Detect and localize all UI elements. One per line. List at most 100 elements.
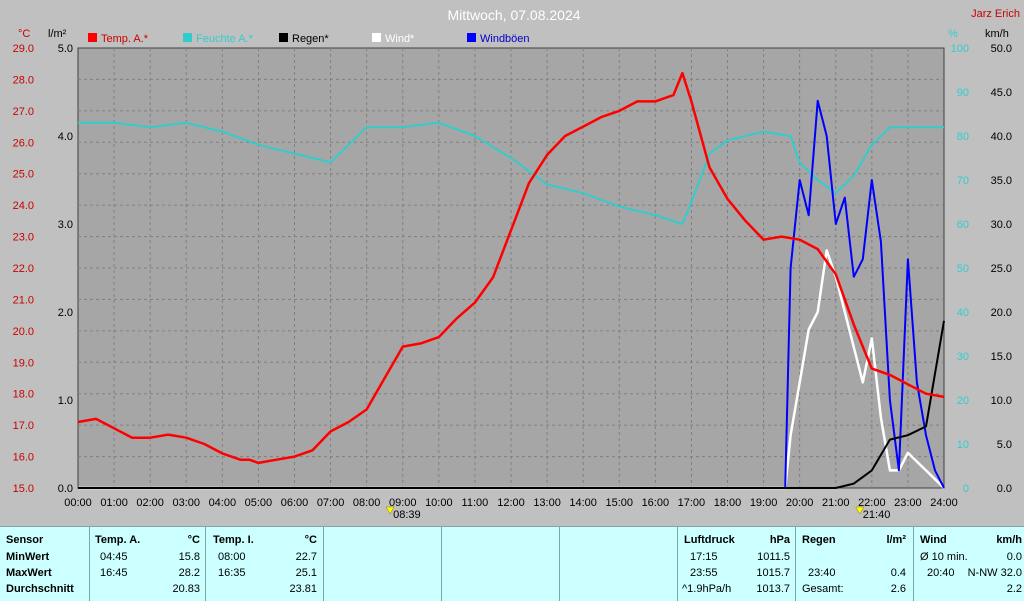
rain-tick-label: 0.0 [58, 483, 73, 495]
legend-label: Regen* [292, 33, 329, 45]
x-tick-label: 18:00 [714, 497, 742, 509]
temp-axis-unit: °C [18, 28, 30, 40]
luftdruck-min-time: 17:15 [690, 551, 718, 563]
humidity-tick-label: 30 [957, 351, 969, 363]
regen-total-label: Gesamt: [802, 583, 844, 595]
humidity-axis-unit: % [948, 28, 958, 40]
luftdruck-min-value: 1011.5 [757, 551, 790, 563]
x-tick-label: 12:00 [497, 497, 525, 509]
x-tick-label: 17:00 [678, 497, 706, 509]
divider [205, 527, 206, 601]
wind-header: Wind [920, 534, 947, 546]
legend-label: Feuchte A.* [196, 33, 254, 45]
humidity-tick-label: 20 [957, 395, 969, 407]
x-tick-label: 04:00 [209, 497, 237, 509]
station-name: Jarz Erich [971, 8, 1020, 20]
temp-a-unit: °C [187, 534, 200, 546]
wind-avg-value: 2.2 [1006, 583, 1022, 595]
chart-title: Mittwoch, 07.08.2024 [447, 7, 580, 23]
wind-avg10-label: Ø 10 min. [920, 551, 968, 563]
legend-label: Temp. A.* [101, 33, 149, 45]
x-tick-label: 19:00 [750, 497, 778, 509]
divider [559, 527, 560, 601]
divider [913, 527, 914, 601]
x-tick-label: 24:00 [930, 497, 958, 509]
x-tick-label: 16:00 [642, 497, 670, 509]
x-tick-label: 23:00 [894, 497, 922, 509]
sunset-label: 21:40 [863, 509, 891, 521]
temp-a-max-value: 28.2 [178, 567, 200, 579]
minwert-label: MinWert [6, 551, 50, 563]
temp-a-avg-value: 20.83 [172, 583, 200, 595]
x-tick-label: 21:00 [822, 497, 850, 509]
series-line-regen [78, 320, 945, 489]
x-tick-label: 03:00 [172, 497, 200, 509]
wind-tick-label: 15.0 [991, 351, 1012, 363]
x-tick-label: 13:00 [533, 497, 561, 509]
x-tick-label: 06:00 [281, 497, 309, 509]
divider [677, 527, 678, 601]
divider [795, 527, 796, 601]
temp-tick-label: 29.0 [13, 43, 34, 55]
regen-unit: l/m² [886, 534, 906, 546]
wind-tick-label: 0.0 [997, 483, 1012, 495]
maxwert-label: MaxWert [6, 567, 52, 579]
temp-tick-label: 27.0 [13, 106, 34, 118]
x-tick-label: 05:00 [245, 497, 273, 509]
x-tick-label: 20:00 [786, 497, 814, 509]
legend-swatch [88, 33, 97, 42]
x-tick-label: 14:00 [569, 497, 597, 509]
durchschnitt-label: Durchschnitt [6, 583, 74, 595]
wind-tick-label: 5.0 [997, 439, 1012, 451]
wind-avg10-value: 0.0 [1006, 551, 1022, 563]
divider [323, 527, 324, 601]
weather-chart: Mittwoch, 07.08.2024 Jarz Erich °C l/m² … [13, 7, 1020, 521]
legend-swatch [183, 33, 192, 42]
x-tick-label: 09:00 [389, 497, 417, 509]
rain-tick-label: 2.0 [58, 307, 73, 319]
temp-tick-label: 21.0 [13, 294, 34, 306]
temp-tick-label: 19.0 [13, 357, 34, 369]
temp-i-avg-value: 23.81 [289, 583, 317, 595]
temp-i-max-time: 16:35 [218, 567, 246, 579]
x-tick-label: 11:00 [462, 497, 489, 509]
legend-swatch [467, 33, 476, 42]
regen-total-value: 2.6 [890, 583, 906, 595]
humidity-tick-label: 60 [957, 219, 969, 231]
temp-tick-label: 17.0 [13, 420, 34, 432]
wind-tick-label: 30.0 [991, 219, 1012, 231]
luftdruck-avg-value: 1013.7 [756, 583, 790, 595]
rain-axis-unit: l/m² [48, 28, 67, 40]
wind-tick-label: 45.0 [991, 87, 1012, 99]
humidity-tick-label: 100 [951, 43, 969, 55]
temp-tick-label: 22.0 [13, 263, 34, 275]
sunset-icon [855, 506, 865, 515]
temp-tick-label: 18.0 [13, 389, 34, 401]
temp-tick-label: 20.0 [13, 326, 34, 338]
temp-i-header: Temp. I. [213, 534, 254, 546]
x-tick-label: 08:00 [353, 497, 381, 509]
humidity-tick-label: 70 [957, 175, 969, 187]
series-line-wind [78, 249, 945, 490]
luftdruck-max-value: 1015.7 [756, 567, 790, 579]
temp-tick-label: 28.0 [13, 74, 34, 86]
wind-axis-unit: km/h [985, 28, 1009, 40]
temp-tick-label: 16.0 [13, 452, 34, 464]
rain-tick-label: 5.0 [58, 43, 73, 55]
humidity-tick-label: 10 [957, 439, 969, 451]
temp-a-header: Temp. A. [95, 534, 141, 546]
rain-tick-label: 1.0 [58, 395, 73, 407]
sunrise-icon [385, 506, 395, 515]
x-tick-label: 15:00 [605, 497, 633, 509]
x-tick-label: 02:00 [136, 497, 164, 509]
wind-tick-label: 35.0 [991, 175, 1012, 187]
wind-tick-label: 10.0 [991, 395, 1012, 407]
x-tick-label: 22:00 [858, 497, 886, 509]
temp-tick-label: 24.0 [13, 200, 34, 212]
humidity-tick-label: 90 [957, 87, 969, 99]
temp-i-max-value: 25.1 [295, 567, 317, 579]
wind-max-value: N-NW 32.0 [967, 567, 1022, 579]
divider [441, 527, 442, 601]
humidity-tick-label: 40 [957, 307, 969, 319]
wind-tick-label: 40.0 [991, 131, 1012, 143]
